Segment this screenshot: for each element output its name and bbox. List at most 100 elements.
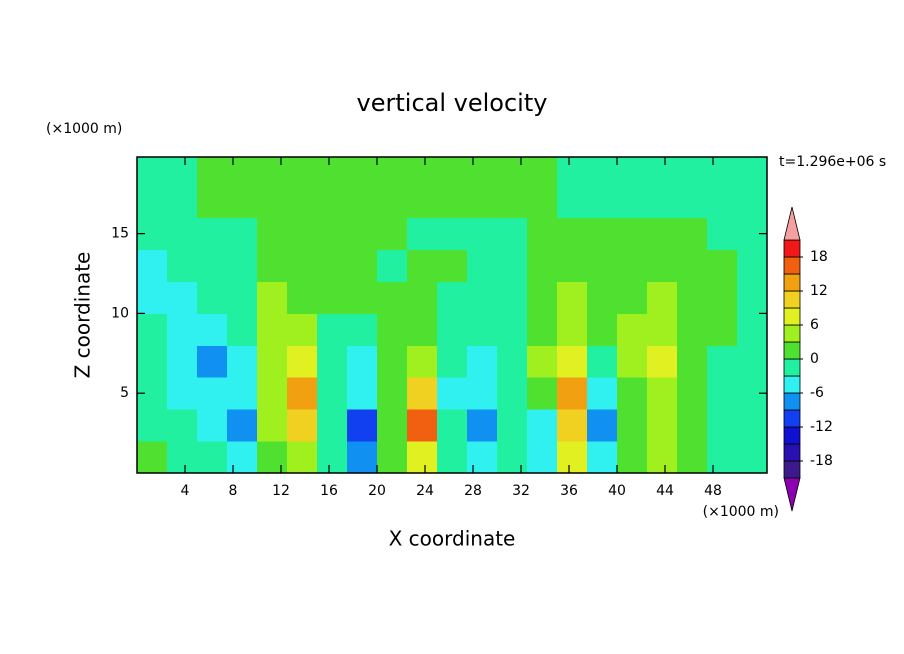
contour-cell	[377, 281, 408, 314]
contour-cell	[167, 377, 198, 410]
contour-cell	[467, 157, 498, 187]
contour-cell	[707, 345, 738, 378]
contour-cell	[527, 441, 558, 474]
contour-cell	[707, 217, 738, 251]
contour-cell	[587, 409, 618, 442]
contour-cell	[437, 185, 468, 219]
contour-cell	[467, 217, 498, 251]
x-tick-label: 44	[656, 483, 674, 499]
contour-cell	[437, 441, 468, 474]
y-axis-title: Z coordinate	[71, 252, 95, 379]
contour-cell	[587, 185, 618, 219]
contour-cell	[467, 185, 498, 219]
contour-cell	[317, 185, 348, 219]
colorbar-box	[783, 273, 801, 292]
contour-cell	[737, 441, 768, 474]
contour-cell	[497, 157, 528, 187]
contour-cell	[647, 281, 678, 314]
contour-cell	[647, 217, 678, 251]
colorbar-box	[783, 256, 801, 275]
colorbar-box	[783, 409, 801, 428]
colorbar-box	[783, 392, 801, 411]
x-tick-label: 24	[416, 483, 434, 499]
contour-cell	[317, 217, 348, 251]
contour-cell	[707, 249, 738, 282]
contour-cell	[527, 409, 558, 442]
contour-cell	[707, 441, 738, 474]
contour-cell	[557, 185, 588, 219]
contour-cell	[647, 345, 678, 378]
contour-cell	[287, 441, 318, 474]
contour-cell	[377, 377, 408, 410]
contour-cell	[167, 409, 198, 442]
contour-cell	[407, 345, 438, 378]
contour-cell	[167, 441, 198, 474]
colorbar: 18 12 6 0 -6 -12 -18	[783, 206, 833, 512]
contour-cell	[707, 185, 738, 219]
contour-cell	[257, 345, 288, 378]
contour-cell	[707, 313, 738, 346]
contour-cell	[167, 313, 198, 346]
contour-cell	[737, 157, 768, 187]
contour-cell	[347, 409, 378, 442]
contour-cell	[377, 185, 408, 219]
contour-cell	[647, 409, 678, 442]
contour-cell	[347, 281, 378, 314]
contour-cell	[617, 217, 648, 251]
contour-cell	[347, 249, 378, 282]
contour-cell	[227, 441, 258, 474]
contour-cell	[617, 185, 648, 219]
contour-cell	[587, 249, 618, 282]
contour-cell	[347, 377, 378, 410]
contour-cell	[287, 157, 318, 187]
y-tick-label: 15	[111, 226, 129, 242]
contour-cell	[587, 157, 618, 187]
contour-cell	[617, 313, 648, 346]
x-tick-label: 36	[560, 483, 578, 499]
contour-cell	[347, 185, 378, 219]
contour-cell	[557, 409, 588, 442]
contour-cell	[197, 409, 228, 442]
contour-cell	[137, 313, 168, 346]
x-tick-label: 48	[704, 483, 722, 499]
contour-cell	[647, 185, 678, 219]
contour-cell	[167, 249, 198, 282]
plot-frame	[136, 156, 768, 474]
contour-cell	[227, 249, 258, 282]
contour-cell	[737, 345, 768, 378]
contour-cell	[287, 313, 318, 346]
contour-cell	[497, 217, 528, 251]
contour-cell	[407, 377, 438, 410]
contour-cell	[677, 441, 708, 474]
contour-cell	[497, 249, 528, 282]
contour-cell	[317, 409, 348, 442]
x-tick-label: 12	[272, 483, 290, 499]
contour-cell	[617, 345, 648, 378]
contour-cell	[557, 249, 588, 282]
contour-cell	[377, 409, 408, 442]
contour-cell	[407, 441, 438, 474]
contour-cell	[647, 313, 678, 346]
contour-cell	[557, 281, 588, 314]
colorbar-tick-label: -18	[810, 453, 833, 469]
x-tick-label: 32	[512, 483, 530, 499]
contour-cell	[347, 441, 378, 474]
contour-cell	[557, 345, 588, 378]
colorbar-tick-label: 18	[810, 249, 828, 265]
contour-cell	[437, 217, 468, 251]
contour-cell	[317, 281, 348, 314]
x-axis-title: X coordinate	[389, 527, 516, 551]
contour-cell	[257, 441, 288, 474]
colorbar-box	[783, 307, 801, 326]
contour-cell	[587, 217, 618, 251]
contour-cell	[467, 313, 498, 346]
x-tick-label: 16	[320, 483, 338, 499]
contour-cell	[227, 409, 258, 442]
contour-cell	[437, 249, 468, 282]
contour-cell	[707, 409, 738, 442]
contour-cell	[527, 249, 558, 282]
contour-cell	[467, 345, 498, 378]
contour-cell	[317, 345, 348, 378]
